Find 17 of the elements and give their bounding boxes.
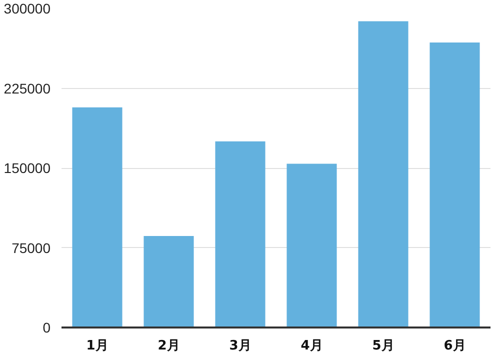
y-tick-label: 225000 (4, 80, 51, 96)
y-tick-label: 300000 (4, 0, 51, 16)
x-tick-label: 2月 (158, 338, 180, 354)
bar (215, 141, 266, 328)
y-tick-label: 150000 (4, 160, 51, 176)
x-tick-label: 1月 (86, 338, 108, 354)
x-tick-label: 4月 (300, 338, 323, 354)
bar (430, 42, 480, 328)
bar (144, 236, 194, 328)
x-tick-label: 3月 (229, 338, 252, 354)
y-tick-label: 0 (42, 320, 51, 336)
bar (72, 107, 122, 328)
y-tick-label: 75000 (12, 240, 51, 256)
x-tick-label: 5月 (372, 338, 394, 354)
bar (358, 21, 408, 328)
x-tick-label: 6月 (444, 338, 466, 354)
bar (286, 164, 337, 328)
